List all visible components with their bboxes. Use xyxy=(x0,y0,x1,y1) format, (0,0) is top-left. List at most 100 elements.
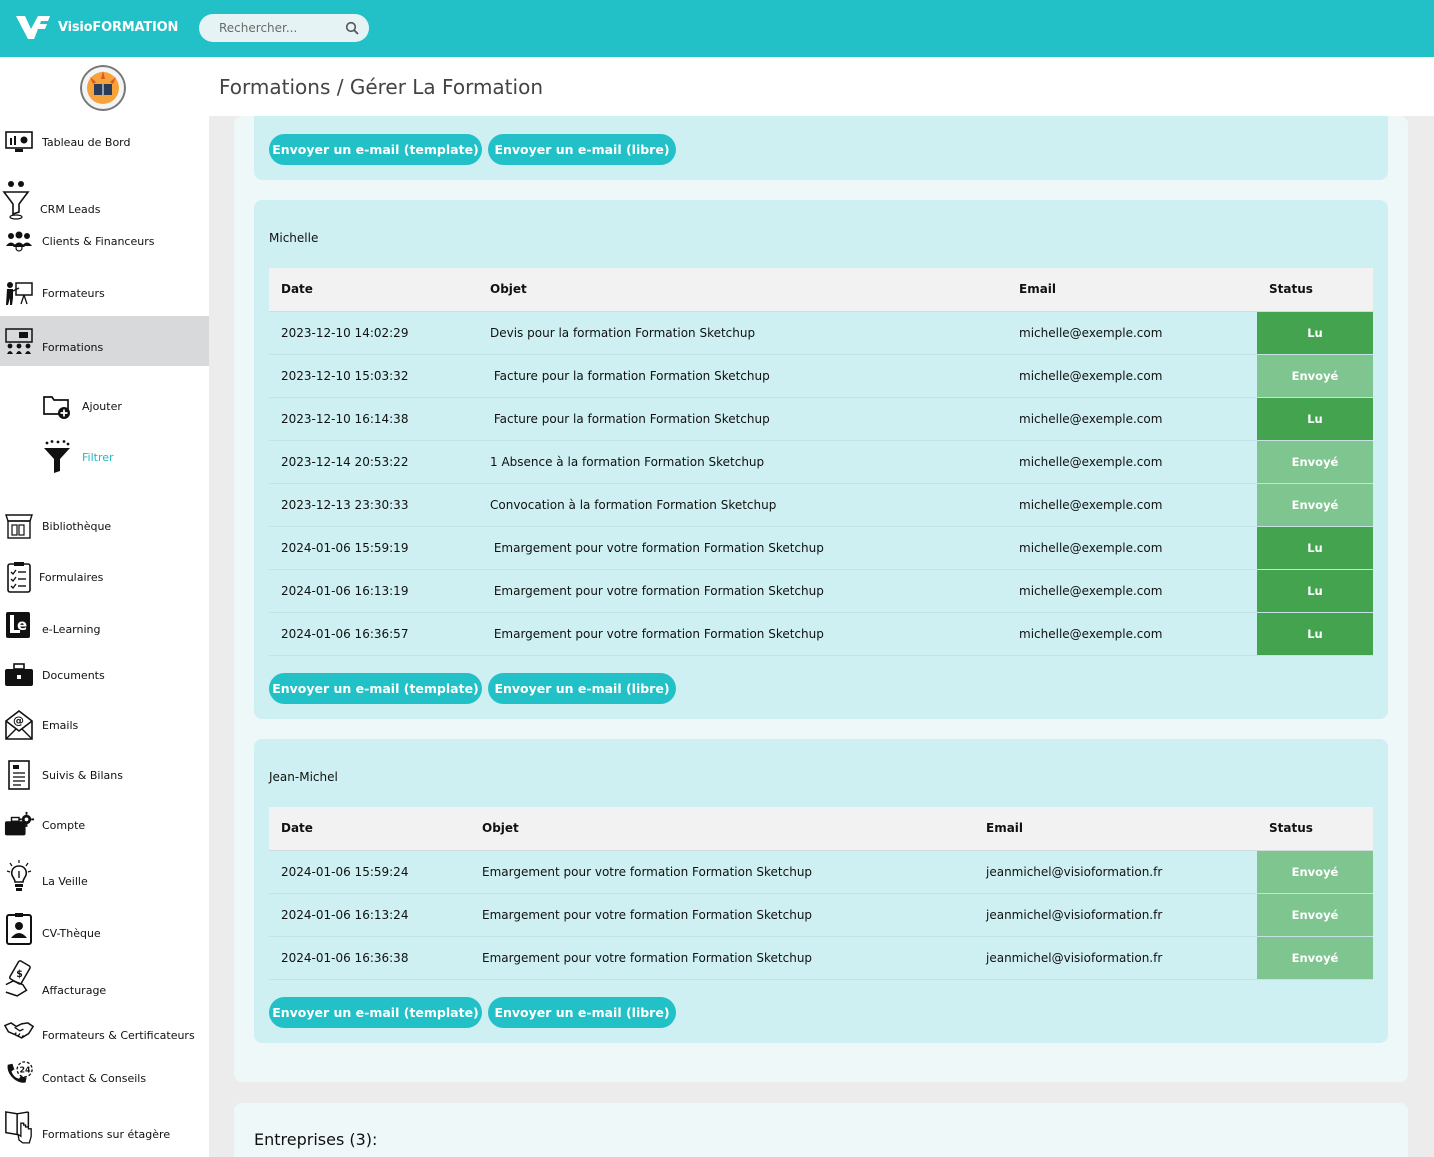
send-free-email-button[interactable]: Envoyer un e-mail (libre) xyxy=(488,673,676,704)
sidebar-subitem-ajouter[interactable]: Ajouter xyxy=(42,391,122,421)
sidebar-item-bibliotheque[interactable]: Bibliothèque xyxy=(0,511,209,541)
status-badge: Envoyé xyxy=(1257,440,1373,484)
organization-logo xyxy=(80,65,126,111)
entreprises-section xyxy=(234,1103,1408,1157)
status-badge: Lu xyxy=(1257,311,1373,355)
top-bar: VisioFORMATION xyxy=(0,0,1434,57)
table-header-row: Date Objet Email Status xyxy=(269,807,1373,851)
cell-date: 2024-01-06 16:36:57 xyxy=(269,612,478,656)
sidebar-item-label: Formations sur étagère xyxy=(42,1127,171,1141)
send-template-email-button[interactable]: Envoyer un e-mail (template) xyxy=(269,673,482,704)
table-row: 2023-12-10 16:14:38 Facture pour la form… xyxy=(269,397,1373,441)
search-box xyxy=(199,14,369,42)
column-header-email: Email xyxy=(974,807,1257,851)
breadcrumb: Formations / Gérer La Formation xyxy=(219,75,543,99)
column-header-date: Date xyxy=(269,807,470,851)
table-row: 2023-12-10 15:03:32 Facture pour la form… xyxy=(269,354,1373,398)
sidebar-item-documents[interactable]: Documents xyxy=(0,660,209,690)
status-badge: Lu xyxy=(1257,526,1373,570)
send-template-email-button[interactable]: Envoyer un e-mail (template) xyxy=(269,997,482,1028)
email-history-table: Date Objet Email Status 2023-12-10 14:02… xyxy=(269,268,1373,656)
cell-objet: Emargement pour votre formation Formatio… xyxy=(478,569,1007,613)
sidebar-item-formateurs-certificateurs[interactable]: Formateurs & Certificateurs xyxy=(0,1013,209,1047)
sidebar-item-compte[interactable]: Compte xyxy=(0,809,209,841)
brand-logo[interactable]: VisioFORMATION xyxy=(14,12,178,42)
send-free-email-button[interactable]: Envoyer un e-mail (libre) xyxy=(488,134,676,165)
cell-date: 2023-12-13 23:30:33 xyxy=(269,483,478,527)
recipient-group-michelle: Michelle Date Objet Email Status 2023-12… xyxy=(254,200,1388,719)
svg-text:e: e xyxy=(17,616,27,634)
sidebar-item-crm-leads[interactable]: CRM Leads xyxy=(0,175,209,225)
sidebar-item-elearning[interactable]: e e-Learning xyxy=(0,608,209,642)
classroom-icon xyxy=(4,326,34,356)
cell-date: 2024-01-06 15:59:19 xyxy=(269,526,478,570)
sidebar: Tableau de Bord CRM Leads Clients & Fina… xyxy=(0,57,209,1157)
briefcase-icon xyxy=(4,660,34,690)
send-free-email-button[interactable]: Envoyer un e-mail (libre) xyxy=(488,997,676,1028)
folder-add-icon xyxy=(42,391,72,421)
sidebar-item-label: Formations xyxy=(42,340,104,354)
sidebar-item-label: Contact & Conseils xyxy=(42,1071,147,1085)
cell-objet: Emargement pour votre formation Formatio… xyxy=(470,850,974,894)
cell-objet: Devis pour la formation Formation Sketch… xyxy=(478,311,1007,355)
sidebar-item-cv-theque[interactable]: CV-Thèque xyxy=(0,909,209,949)
library-icon xyxy=(4,511,34,541)
elearning-icon: e xyxy=(4,610,34,640)
cell-email: jeanmichel@visioformation.fr xyxy=(974,850,1257,894)
cell-date: 2024-01-06 16:13:19 xyxy=(269,569,478,613)
cell-email: michelle@exemple.com xyxy=(1007,397,1257,441)
table-row: 2024-01-06 15:59:19 Emargement pour votr… xyxy=(269,526,1373,570)
recipient-name: Michelle xyxy=(269,231,319,245)
recipient-group-jean-michel: Jean-Michel Date Objet Email Status 2024… xyxy=(254,739,1388,1043)
table-row: 2024-01-06 16:36:57 Emargement pour votr… xyxy=(269,612,1373,656)
sidebar-item-contact-conseils[interactable]: 24 Contact & Conseils xyxy=(0,1057,209,1093)
sidebar-item-label: CRM Leads xyxy=(40,202,101,216)
phone-24-icon: 24 xyxy=(4,1060,34,1090)
lightbulb-icon xyxy=(4,859,34,895)
sidebar-item-label: Documents xyxy=(42,668,105,682)
cell-email: michelle@exemple.com xyxy=(1007,612,1257,656)
sidebar-item-formations[interactable]: Formations xyxy=(0,316,209,366)
funnel-people-icon xyxy=(0,180,32,220)
cell-date: 2024-01-06 16:13:24 xyxy=(269,893,470,937)
cell-email: michelle@exemple.com xyxy=(1007,483,1257,527)
sidebar-item-la-veille[interactable]: La Veille xyxy=(0,857,209,897)
svg-text:@: @ xyxy=(13,714,24,727)
sidebar-item-label: Formateurs xyxy=(42,286,105,300)
cell-email: michelle@exemple.com xyxy=(1007,569,1257,613)
sidebar-item-affacturage[interactable]: $ Affacturage xyxy=(0,957,209,1001)
table-row: 2024-01-06 15:59:24 Emargement pour votr… xyxy=(269,850,1373,894)
status-badge: Envoyé xyxy=(1257,850,1373,894)
id-card-icon xyxy=(4,911,34,947)
column-header-date: Date xyxy=(269,268,478,312)
teacher-icon xyxy=(4,278,34,308)
group-icon xyxy=(4,226,34,256)
sidebar-item-emails[interactable]: @ Emails xyxy=(0,707,209,743)
recipient-name: Jean-Michel xyxy=(269,770,338,784)
sidebar-item-formateurs[interactable]: Formateurs xyxy=(0,277,209,309)
cell-email: jeanmichel@visioformation.fr xyxy=(974,936,1257,980)
cell-date: 2023-12-10 16:14:38 xyxy=(269,397,478,441)
status-badge: Lu xyxy=(1257,569,1373,613)
status-badge: Envoyé xyxy=(1257,936,1373,980)
search-input[interactable] xyxy=(199,14,329,42)
report-icon xyxy=(4,760,34,790)
sidebar-item-label: Formateurs & Certificateurs xyxy=(42,1028,195,1042)
checklist-icon xyxy=(4,562,34,593)
cell-date: 2023-12-10 15:03:32 xyxy=(269,354,478,398)
sidebar-item-label: Suivis & Bilans xyxy=(42,768,123,782)
sidebar-item-formulaires[interactable]: Formulaires xyxy=(0,559,209,595)
table-row: 2024-01-06 16:13:24 Emargement pour votr… xyxy=(269,893,1373,937)
table-row: 2023-12-13 23:30:33 Convocation à la for… xyxy=(269,483,1373,527)
sidebar-subitem-filtrer[interactable]: Filtrer xyxy=(42,439,114,475)
sidebar-item-label: Affacturage xyxy=(42,983,107,997)
sidebar-item-clients-financeurs[interactable]: Clients & Financeurs xyxy=(0,226,209,256)
cell-objet: Emargement pour votre formation Formatio… xyxy=(470,936,974,980)
cell-email: michelle@exemple.com xyxy=(1007,354,1257,398)
search-icon[interactable] xyxy=(345,21,359,35)
sidebar-item-formations-sur-etagere[interactable]: Formations sur étagère xyxy=(0,1105,209,1147)
send-template-email-button[interactable]: Envoyer un e-mail (template) xyxy=(269,134,482,165)
page-header: Formations / Gérer La Formation xyxy=(209,57,1434,116)
sidebar-item-suivis-bilans[interactable]: Suivis & Bilans xyxy=(0,757,209,793)
sidebar-item-tableau-de-bord[interactable]: Tableau de Bord xyxy=(0,127,209,157)
